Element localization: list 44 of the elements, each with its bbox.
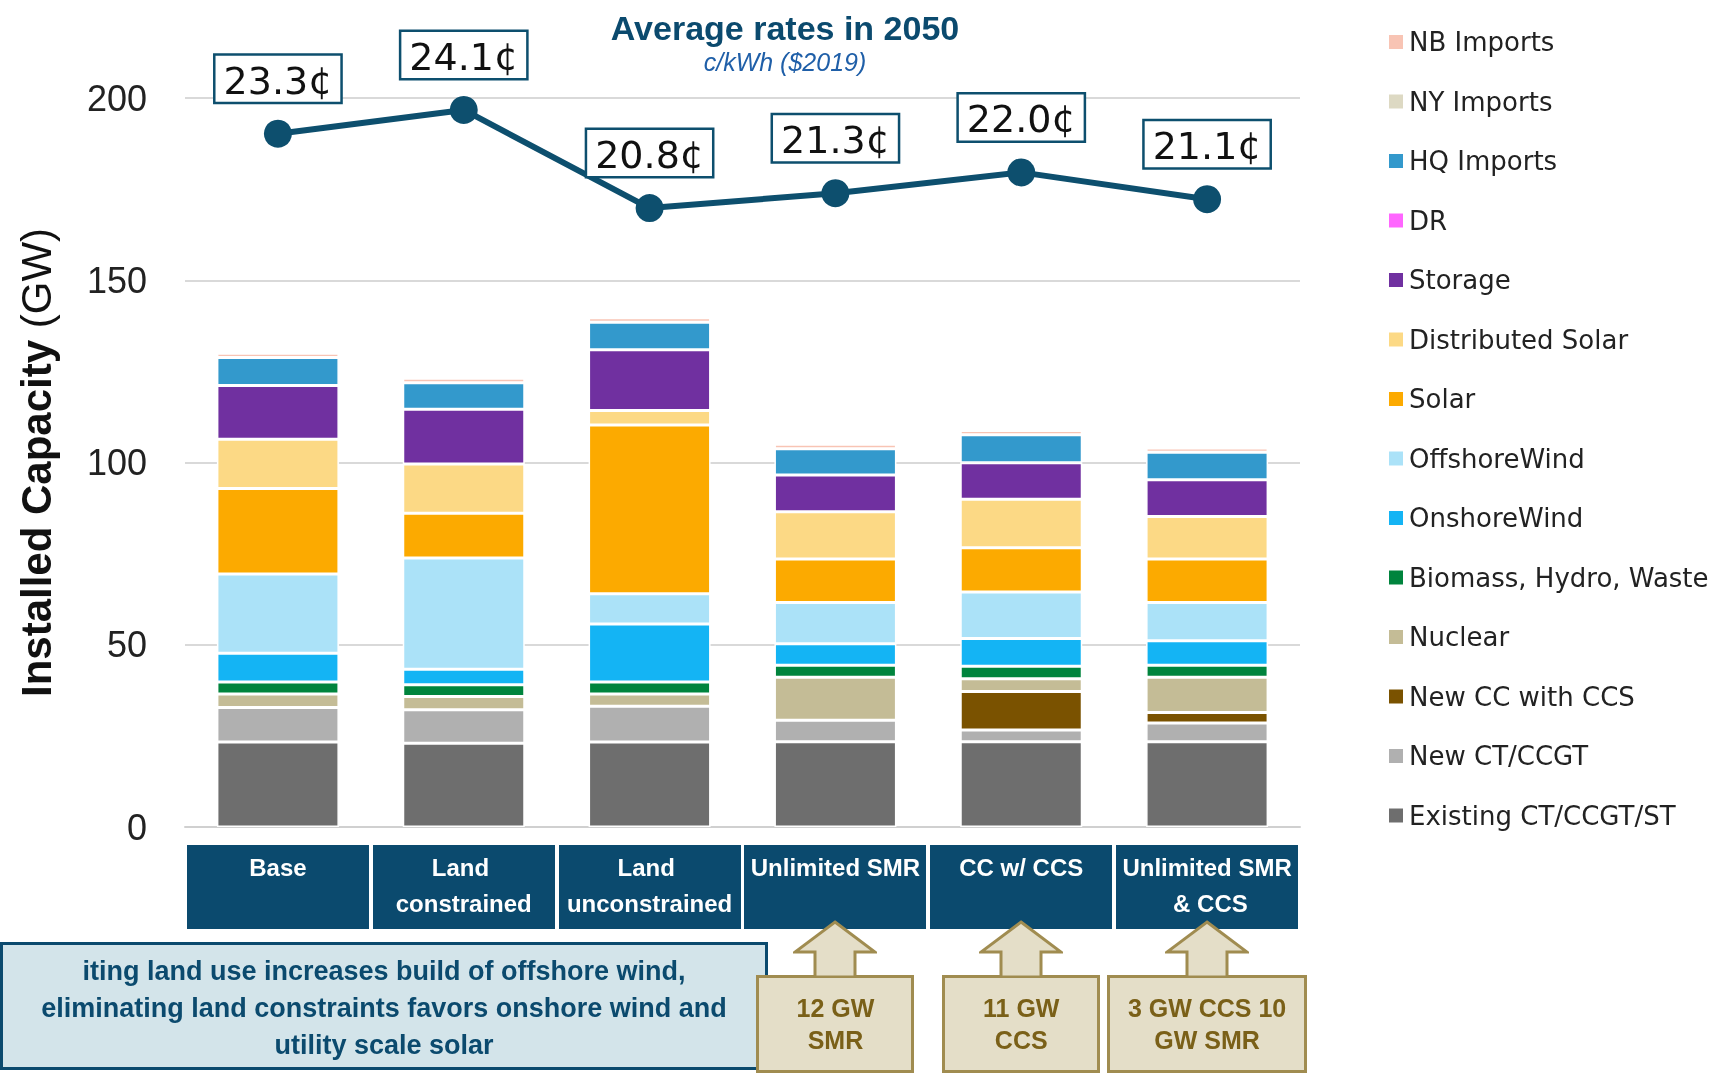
point bbox=[1007, 158, 1036, 187]
legend-label: NY Imports bbox=[1409, 86, 1553, 117]
text: 11 GW CCS bbox=[942, 975, 1101, 1073]
x-tick-label: Land constrained bbox=[395, 853, 532, 917]
data-label: 21.3¢ bbox=[781, 118, 890, 163]
legend-label: Distributed Solar bbox=[1409, 324, 1629, 355]
chart-subtitle: c/kWh ($2019) bbox=[703, 47, 867, 76]
legend-label: Nuclear bbox=[1409, 622, 1510, 652]
legend-label: Solar bbox=[1409, 384, 1476, 414]
text: 12 GW SMR bbox=[756, 975, 915, 1073]
x-tick-label: Base bbox=[249, 853, 307, 881]
data-label: 20.8¢ bbox=[595, 133, 704, 178]
legend-label: NB Imports bbox=[1409, 27, 1555, 57]
data-label: 21.1¢ bbox=[1152, 124, 1262, 169]
x-tick-label: Unlimited SMR bbox=[750, 853, 921, 881]
text: 3 GW CCS 10 GW SMR bbox=[1107, 975, 1308, 1073]
legend-label: DR bbox=[1409, 205, 1448, 236]
legend-label: OffshoreWind bbox=[1409, 443, 1585, 474]
y-tick-label: 150 bbox=[86, 259, 147, 301]
point bbox=[1193, 185, 1222, 214]
y-axis-title: Installed Capacity (GW) bbox=[12, 227, 60, 698]
legend-label: HQ Imports bbox=[1409, 146, 1558, 176]
legend-label: OnshoreWind bbox=[1409, 503, 1584, 533]
point bbox=[449, 95, 478, 124]
legend-label: New CT/CCGT bbox=[1409, 741, 1589, 771]
x-tick-label: Unlimited SMR & CCS bbox=[1122, 853, 1292, 917]
data-label: 23.3¢ bbox=[223, 58, 333, 103]
y-tick-label: 50 bbox=[106, 624, 147, 666]
y-tick-label: 100 bbox=[86, 442, 147, 483]
point bbox=[821, 179, 850, 208]
point bbox=[635, 194, 664, 223]
legend-label: New CC with CCS bbox=[1409, 681, 1635, 712]
data-label: 22.0¢ bbox=[966, 97, 1076, 142]
text: iting land use increases build of offshore wind, eliminating land constraints favors onshore wind and utility scale solar bbox=[0, 942, 768, 1070]
y-tick-label: 200 bbox=[86, 77, 147, 119]
legend-label: Storage bbox=[1409, 265, 1511, 295]
legend-label: Biomass, Hydro, Waste bbox=[1409, 562, 1709, 593]
legend-label: Existing CT/CCGT/ST bbox=[1409, 800, 1676, 831]
data-label: 24.1¢ bbox=[409, 34, 519, 79]
point bbox=[263, 119, 292, 148]
x-tick-label: CC w/ CCS bbox=[959, 853, 1084, 881]
chart-title: Average rates in 2050 bbox=[610, 9, 960, 47]
x-tick-label: Land unconstrained bbox=[566, 853, 733, 917]
y-tick-label: 0 bbox=[126, 806, 147, 848]
